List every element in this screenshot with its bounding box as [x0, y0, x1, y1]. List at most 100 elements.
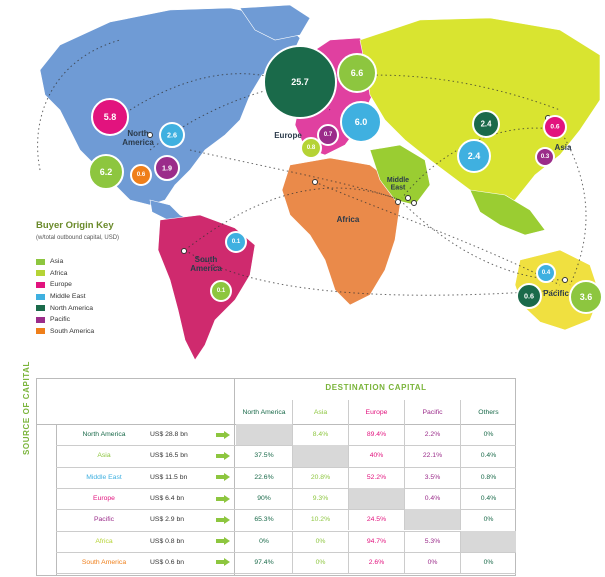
key-title: Buyer Origin Key — [36, 220, 114, 231]
row-total: US$ 6.4 bn — [150, 495, 185, 503]
bubble-circle — [340, 101, 382, 143]
region-label-pacific: Pacific — [543, 289, 569, 298]
table-cell: 89.4% — [348, 424, 404, 446]
table-cell: 0.4% — [460, 445, 516, 467]
arrow-icon — [214, 509, 232, 530]
row-total: US$ 2.9 bn — [150, 516, 185, 524]
table-cell — [348, 487, 404, 510]
region-label-middle-east: Middle East — [387, 177, 409, 192]
row-source: Africa — [95, 537, 113, 545]
region-label-asia: Asia — [555, 143, 572, 152]
column-header: Europe — [348, 400, 404, 424]
column-header: Pacific — [404, 400, 460, 424]
bubble-value: 6.2 — [100, 167, 113, 177]
bubble-value: 0.1 — [217, 288, 226, 294]
legend-label: Europe — [50, 281, 72, 289]
row-source: North America — [82, 431, 126, 439]
legend-item: Asia — [36, 256, 94, 268]
table-cell: 22.1% — [404, 445, 460, 467]
bubble-value: 0.6 — [524, 292, 534, 301]
row-source: Pacific — [93, 516, 115, 524]
table-cell: 0% — [460, 509, 516, 531]
bubble-circle — [263, 45, 337, 119]
bubble-circle — [457, 139, 491, 173]
row-total: US$ 16.5 bn — [150, 452, 188, 460]
row-total: US$ 0.8 bn — [150, 537, 185, 545]
row-source: South America — [81, 558, 127, 566]
bubble: 2.4 — [457, 139, 491, 173]
table-cell: 52.2% — [348, 466, 404, 488]
legend-label: Middle East — [50, 293, 86, 301]
bubble: 6.6 — [337, 53, 377, 93]
table-cell: 3.5% — [404, 466, 460, 488]
bubble-value: 0.7 — [324, 132, 333, 138]
bubble-value: 0.6 — [137, 172, 146, 178]
legend-swatch — [36, 293, 45, 300]
bubble: 1.9 — [154, 155, 180, 181]
key-subtitle: (w/total outbound capital, USD) — [36, 235, 120, 241]
legend-item: North America — [36, 302, 94, 314]
row-divider — [56, 530, 516, 532]
legend-item: Europe — [36, 279, 94, 291]
bubble-value: 2.4 — [468, 151, 481, 161]
legend-item: Africa — [36, 268, 94, 280]
bubble: 0.4 — [536, 263, 556, 283]
bubble: 0.6 — [130, 164, 152, 186]
bubble: 25.7 — [263, 45, 337, 119]
legend-item: Pacific — [36, 314, 94, 326]
table-cell: 0% — [460, 551, 516, 574]
bubble: 0.1 — [210, 280, 232, 302]
region-label-africa: Africa — [337, 215, 360, 224]
bubble: 5.8 — [91, 98, 129, 136]
table-cell — [460, 530, 516, 552]
bubble-value: 3.6 — [580, 292, 593, 302]
legend-swatch — [36, 328, 45, 335]
bubble-value: 2.6 — [167, 131, 177, 140]
arrow-icon — [214, 467, 232, 488]
bubble-circle — [210, 280, 232, 302]
row-total: US$ 11.5 bn — [150, 473, 188, 481]
bubble-circle — [130, 164, 152, 186]
table-cell: 0% — [404, 551, 460, 574]
arrow-icon — [214, 445, 232, 466]
bubble: 6.2 — [88, 154, 124, 190]
row-total: US$ 0.6 bn — [150, 558, 185, 566]
bubble-value: 0.3 — [541, 154, 550, 160]
bubble: 3.6 — [569, 280, 603, 314]
capital-flow-table: DESTINATION CAPITAL SOURCE OF CAPITAL No… — [22, 361, 516, 576]
row-divider — [56, 509, 516, 511]
table-cell: 0.4% — [404, 487, 460, 510]
world-map: North America South America Europe Africa Midd… — [37, 4, 603, 361]
table-cell: 10.2% — [292, 509, 348, 531]
row-source: Asia — [97, 452, 111, 460]
bubble-circle — [159, 122, 185, 148]
table-cell: 90% — [257, 495, 271, 503]
legend: Asia Africa Europe Middle East North America… — [36, 256, 94, 337]
bubble-value: 25.7 — [291, 77, 309, 87]
bubble-value: 0.1 — [232, 239, 241, 245]
row-divider — [56, 466, 516, 468]
region-label-north-america: North America — [122, 129, 154, 147]
bubble-value: 5.8 — [104, 112, 117, 122]
bubble-circle — [516, 283, 542, 309]
legend-label: Africa — [50, 269, 68, 277]
bubble-circle — [88, 154, 124, 190]
table-cell: 0% — [460, 424, 516, 446]
bubble-value: 6.0 — [355, 117, 368, 127]
bubble-value: 2.4 — [481, 120, 493, 129]
row-divider — [56, 445, 516, 447]
table-cell — [236, 424, 292, 446]
bubble: 0.3 — [535, 147, 555, 167]
table-cell: 40% — [348, 445, 404, 467]
landmass-southeast-asia — [469, 189, 546, 236]
bubble: 2.4 — [472, 110, 500, 138]
bubble: 6.0 — [340, 101, 382, 143]
table-cell — [292, 445, 348, 467]
table-cell: 9.3% — [292, 487, 348, 510]
legend-swatch — [36, 305, 45, 312]
table-cell: 97.4% — [254, 558, 274, 566]
legend-label: North America — [50, 304, 94, 312]
bubble: 0.8 — [300, 137, 322, 159]
table-title: DESTINATION CAPITAL — [325, 383, 427, 392]
row-divider — [56, 573, 516, 575]
